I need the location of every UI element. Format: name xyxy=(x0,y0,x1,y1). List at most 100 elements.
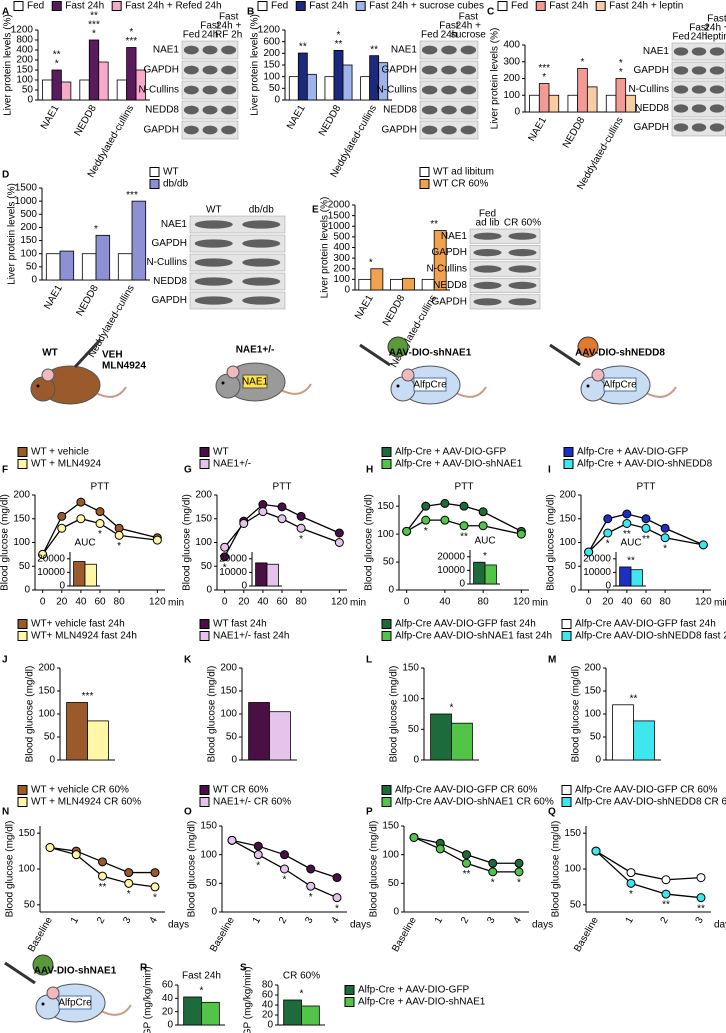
category-label: NEDD8 xyxy=(381,293,408,328)
y-tick-label: 200 xyxy=(333,263,350,274)
legend-swatch xyxy=(199,619,210,629)
bar xyxy=(116,79,128,101)
legend-swatch xyxy=(561,619,572,629)
model-label: WT xyxy=(42,348,58,359)
syringe xyxy=(4,961,36,985)
blot-signal xyxy=(673,104,689,113)
legend-swatch xyxy=(563,447,574,457)
data-point xyxy=(421,501,431,511)
y-tick-label: 200 xyxy=(16,55,33,66)
blot-signal xyxy=(242,239,281,248)
data-point xyxy=(516,529,526,539)
y-tick-label: 500 xyxy=(20,209,37,220)
y-tick-label: 0 xyxy=(274,95,280,106)
bar xyxy=(248,702,270,761)
blot-signal xyxy=(508,298,537,306)
x-unit: min xyxy=(532,598,548,609)
legend-label: Alfp-Cre + AAV-DIO-shNEDD8 xyxy=(577,459,713,470)
panel-letter: D xyxy=(2,170,9,181)
blot-signal xyxy=(508,265,537,273)
bar xyxy=(297,52,308,101)
y-axis-label: Blood glucose (mg/dl) xyxy=(389,666,400,763)
x-tick-label: Baseline xyxy=(572,915,601,954)
y-tick-label: 0 xyxy=(241,581,247,592)
bar xyxy=(358,278,372,291)
panel-letter: E xyxy=(312,205,319,216)
data-point xyxy=(277,502,287,512)
mouse-eye xyxy=(586,384,590,388)
virus xyxy=(387,336,409,358)
blot-band xyxy=(189,291,286,310)
data-point xyxy=(696,893,706,903)
bar xyxy=(370,268,384,291)
bar xyxy=(255,562,268,587)
x-tick-label: Baseline xyxy=(390,915,419,954)
panel-letter: I xyxy=(548,465,551,476)
blot-signal xyxy=(508,248,537,257)
series-line xyxy=(406,502,522,532)
mouse-ear xyxy=(41,368,55,382)
virus xyxy=(577,336,599,358)
significance: ** xyxy=(53,50,61,61)
data-point xyxy=(591,846,601,856)
bar xyxy=(183,996,202,1026)
blot-signal xyxy=(691,66,707,75)
x-tick-label: 40 xyxy=(621,597,633,608)
data-point xyxy=(220,552,230,562)
blot-signal xyxy=(221,65,237,75)
significance: ** xyxy=(697,903,705,914)
mouse-tail xyxy=(100,1004,132,1016)
y-tick-label: 150 xyxy=(200,821,217,832)
data-point xyxy=(227,835,237,845)
x-tick-label: 0 xyxy=(40,597,46,608)
y-tick-label: 200 xyxy=(195,490,212,501)
mouse-head xyxy=(390,376,416,402)
y-tick-label: 150 xyxy=(402,663,419,674)
x-tick-label: 80 xyxy=(478,597,490,608)
y-tick-label: 20000 xyxy=(583,553,611,564)
blot-row-label: NEDD8 xyxy=(153,276,187,287)
x-unit: days xyxy=(350,920,371,931)
chart-title: PTT xyxy=(455,482,474,493)
y-axis-label: Blood glucose (mg/dl) xyxy=(25,666,36,763)
blot-column-label: CR 60% xyxy=(504,218,541,229)
y-tick-label: 100 xyxy=(200,849,217,860)
y-tick-label: 100 xyxy=(38,709,55,720)
y-tick-label: 0 xyxy=(459,579,465,590)
y-axis-label: HGP (mg/kg/min) xyxy=(143,966,154,1033)
blot-signal xyxy=(194,258,233,267)
mouse-head xyxy=(215,373,241,399)
legend-label: WT CR 60% xyxy=(213,785,268,796)
y-tick-label: 100 xyxy=(333,274,350,285)
mouse-head xyxy=(580,376,606,402)
significance: * xyxy=(542,72,546,83)
bar xyxy=(342,64,353,101)
bar xyxy=(451,722,473,761)
blot-signal xyxy=(508,281,537,290)
y-tick-label: 150 xyxy=(18,828,35,839)
blot-signal xyxy=(194,239,233,248)
significance: *** xyxy=(538,63,550,74)
cre-box xyxy=(58,995,92,1010)
significance: * xyxy=(663,543,667,554)
bar xyxy=(433,230,447,291)
x-tick-label: 60 xyxy=(94,597,106,608)
y-tick-label: 50 xyxy=(590,732,602,743)
y-tick-label: 200 xyxy=(38,663,55,674)
legend-label: WT + MLN4924 CR 60% xyxy=(31,797,141,808)
data-point xyxy=(462,850,471,860)
series-line xyxy=(224,503,340,558)
significance: * xyxy=(129,27,133,38)
bar xyxy=(51,69,62,101)
legend-swatch xyxy=(13,1,24,11)
blot-row-label: GAPDH xyxy=(381,125,417,136)
data-point xyxy=(334,538,344,547)
data-point xyxy=(253,850,263,860)
series-line xyxy=(595,850,702,881)
category-label: NAE1 xyxy=(42,283,65,312)
data-point xyxy=(114,530,124,540)
category-label: NAE1 xyxy=(39,103,62,132)
blot-column-label: Fast xyxy=(439,21,459,32)
y-tick-label: 0 xyxy=(595,755,601,766)
